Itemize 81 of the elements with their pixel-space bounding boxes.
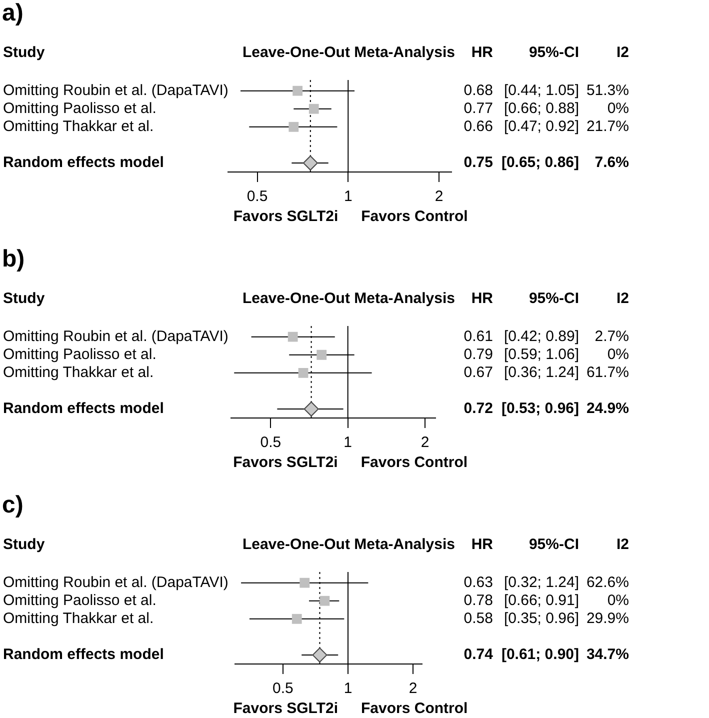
x-tick-label: 1	[344, 680, 352, 698]
data-label: 0.61	[464, 328, 493, 345]
text: [0.66; 0.88]	[504, 100, 579, 118]
data-label: 0.58	[464, 610, 493, 628]
text: [0.42; 0.89]	[504, 328, 579, 345]
y-axis-title: Study	[3, 536, 46, 554]
text: 95%-CI	[528, 290, 579, 308]
text: 0%	[607, 100, 629, 118]
data-label: 0.63	[464, 574, 493, 591]
text: 0.75	[464, 154, 493, 172]
data-label: 0.68	[464, 82, 493, 99]
x-tick-label: 2	[420, 434, 430, 452]
y-tick-label: Random effects model	[3, 400, 164, 418]
text: HR	[471, 290, 494, 308]
text: Favors SGLT2i	[233, 700, 338, 718]
text: Favors Control	[361, 700, 468, 718]
y-tick-label: Omitting Thakkar et al.	[3, 118, 154, 136]
text: [0.36; 1.24]	[504, 364, 579, 382]
text: Leave-One-Out Meta-Analysis	[242, 290, 455, 308]
y-axis-title: Study	[3, 290, 46, 308]
text: Favors Control	[360, 454, 468, 472]
y-tick-label: Random effects model	[3, 646, 164, 664]
text: Favors Control	[361, 208, 468, 226]
data-label: 0.66	[464, 118, 493, 136]
y-tick-label: Omitting Roubin et al. (DapaTAVI)	[3, 328, 228, 345]
x-tick-label: 0.5	[272, 680, 294, 698]
text: 0.72	[464, 400, 493, 418]
y-tick-label: Omitting Thakkar et al.	[3, 610, 154, 628]
text: I2	[616, 536, 629, 554]
data-label: 0.67	[464, 364, 493, 382]
x-tick-label: 0.5	[246, 188, 268, 206]
text: 0%	[607, 592, 629, 610]
text: [0.66; 0.91]	[504, 592, 579, 610]
text: 61.7%	[586, 364, 629, 382]
text: HR	[471, 536, 494, 554]
y-axis-title: Study	[3, 44, 46, 62]
text: [0.47; 0.92]	[504, 118, 579, 136]
text: 95%-CI	[528, 44, 579, 62]
text: b)	[2, 246, 25, 273]
x-tick-label: 1	[344, 188, 352, 206]
text: 0%	[607, 346, 629, 364]
text: 95%-CI	[528, 536, 579, 554]
text: Leave-One-Out Meta-Analysis	[242, 44, 455, 62]
text: 29.9%	[586, 610, 629, 628]
y-tick-label: Omitting Paolisso et al.	[3, 592, 156, 610]
text: [0.65; 0.86]	[501, 154, 579, 172]
text: Leave-One-Out Meta-Analysis	[242, 536, 455, 554]
text: [0.44; 1.05]	[504, 82, 579, 99]
data-label: 0.79	[464, 346, 493, 364]
text: 2.7%	[594, 328, 629, 345]
text: I2	[616, 44, 629, 62]
text: a)	[2, 0, 24, 27]
x-tick-label: 2	[408, 680, 418, 698]
x-tick-label: 2	[434, 188, 444, 206]
y-tick-label: Omitting Paolisso et al.	[3, 100, 156, 118]
x-tick-label: 1	[344, 434, 352, 452]
y-tick-label: Random effects model	[3, 154, 164, 172]
y-tick-label: Omitting Roubin et al. (DapaTAVI)	[3, 82, 228, 99]
text: [0.35; 0.96]	[504, 610, 579, 628]
text: [0.59; 1.06]	[504, 346, 579, 364]
text: [0.61; 0.90]	[501, 646, 579, 664]
text: 24.9%	[586, 400, 629, 418]
text: I2	[616, 290, 629, 308]
text: 0.74	[464, 646, 494, 664]
y-tick-label: Omitting Thakkar et al.	[3, 364, 154, 382]
text: Favors SGLT2i	[233, 208, 338, 226]
text: 34.7%	[586, 646, 629, 664]
text: [0.53; 0.96]	[501, 400, 579, 418]
text: 21.7%	[586, 118, 629, 136]
x-tick-label: 0.5	[260, 434, 282, 452]
y-tick-label: Omitting Paolisso et al.	[3, 346, 156, 364]
text: c)	[2, 492, 24, 519]
text: HR	[471, 44, 494, 62]
text: 62.6%	[586, 574, 629, 591]
data-label: 0.78	[464, 592, 493, 610]
text: 7.6%	[594, 154, 629, 172]
data-label: 0.77	[464, 100, 493, 118]
text: Favors SGLT2i	[233, 454, 338, 472]
text: 51.3%	[586, 82, 629, 99]
text: [0.32; 1.24]	[504, 574, 579, 591]
y-tick-label: Omitting Roubin et al. (DapaTAVI)	[3, 574, 228, 591]
